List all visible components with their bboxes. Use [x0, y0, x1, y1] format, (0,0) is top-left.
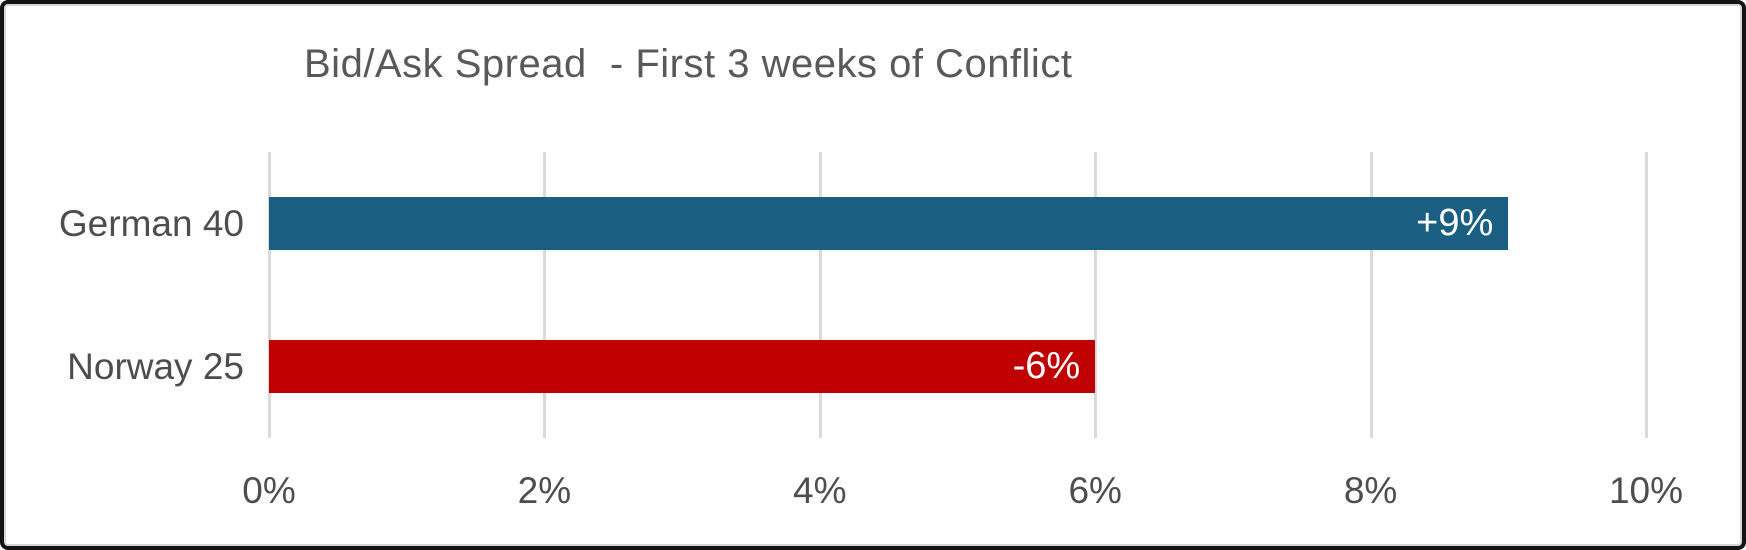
x-tick-label-2%: 2%: [517, 470, 572, 511]
category-label-german-40: German 40: [58, 202, 244, 244]
gridline-6%: [1094, 152, 1098, 438]
bar-data-label-german-40: +9%: [1416, 202, 1494, 244]
x-tick-label-6%: 6%: [1068, 470, 1122, 511]
gridline-0%: [268, 152, 271, 438]
x-tick-label-8%: 8%: [1343, 470, 1398, 511]
y-axis-category-labels: German 40 Norway 25: [4, 152, 244, 438]
gridline-4%: [818, 152, 822, 438]
x-tick-label-10%: 10%: [1608, 470, 1684, 511]
bar-norway-25: -6%: [269, 340, 1096, 393]
x-tick-label-4%: 4%: [793, 470, 847, 511]
x-axis: 0% 2% 4% 6% 8% 10%: [242, 470, 1683, 520]
gridline-8%: [1369, 152, 1373, 438]
gridline-2%: [543, 152, 547, 438]
chart-title: Bid/Ask Spread - First 3 weeks of Confli…: [304, 42, 1073, 86]
gridline-10%: [1645, 152, 1648, 438]
bar-data-label-norway-25: -6%: [1012, 345, 1081, 387]
x-tick-label-0%: 0%: [242, 470, 296, 511]
category-label-norway-25: Norway 25: [67, 345, 244, 387]
bar-german-40: +9%: [269, 197, 1509, 250]
plot-area: +9% -6%: [268, 152, 1648, 438]
